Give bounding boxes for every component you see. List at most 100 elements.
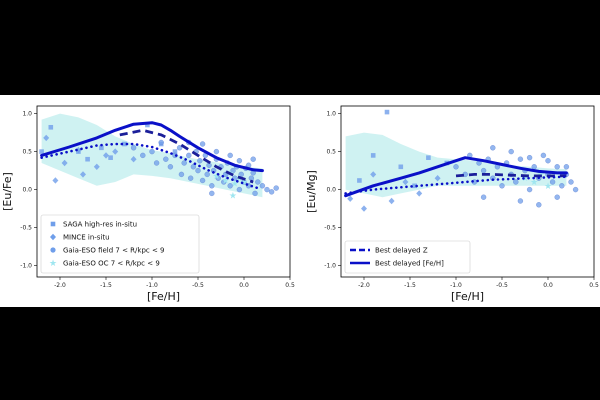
point-circle bbox=[199, 141, 206, 147]
point-square bbox=[172, 149, 178, 154]
legend-marker-star: ★ bbox=[49, 259, 57, 269]
y-axis-label: [Eu/Fe] bbox=[1, 172, 14, 211]
point-circle bbox=[540, 152, 547, 159]
x-tick-label: -2.0 bbox=[358, 282, 370, 289]
point-circle bbox=[499, 183, 505, 189]
point-circle bbox=[531, 164, 537, 170]
point-circle bbox=[572, 186, 579, 193]
axes-frame bbox=[340, 105, 595, 278]
point-circle bbox=[130, 145, 137, 151]
legend-box bbox=[40, 214, 200, 274]
x-axis-label: [Fe/H] bbox=[451, 290, 484, 303]
point-circle bbox=[453, 164, 459, 170]
panel-1: ★ ★★★★★★-2.0 -1.5 -1.0 -0.5 0.0 0.51.00.50.0-0… bbox=[1, 105, 295, 303]
point-circle bbox=[549, 179, 556, 185]
panel-2: ★ ★★★-2.0 -1.5 -1.0 -0.5 0.0 0.51.00.50.0-0.5-… bbox=[305, 105, 599, 303]
point-diamond bbox=[43, 134, 50, 142]
model-line-solid bbox=[344, 156, 568, 198]
x-tick-label: -1.0 bbox=[146, 282, 158, 289]
point-circle bbox=[563, 164, 570, 170]
point-square bbox=[398, 164, 404, 170]
point-circle bbox=[250, 156, 256, 162]
point-circle bbox=[568, 179, 574, 185]
point-diamond bbox=[93, 163, 100, 170]
point-circle bbox=[204, 171, 210, 178]
model-line-dotted bbox=[344, 175, 568, 195]
point-circle bbox=[480, 167, 487, 174]
point-star: ★ bbox=[530, 178, 538, 188]
point-circle bbox=[209, 183, 215, 189]
point-circle bbox=[273, 185, 279, 191]
legend: SAGA high-res in-situ MINCE in-situ Gaia-E… bbox=[40, 214, 200, 274]
point-diamond bbox=[388, 197, 395, 205]
y-tick-label: 0.5 bbox=[326, 149, 336, 156]
point-diamond bbox=[434, 175, 441, 182]
point-circle bbox=[554, 194, 560, 200]
point-square bbox=[384, 109, 390, 115]
point-circle bbox=[187, 175, 194, 181]
point-circle bbox=[176, 145, 183, 151]
point-square bbox=[99, 145, 104, 151]
point-square bbox=[357, 178, 362, 183]
point-circle bbox=[158, 139, 164, 146]
point-circle bbox=[517, 198, 524, 204]
point-square bbox=[48, 124, 54, 130]
legend: Best delayed Z Best delayed [Fe/H] bbox=[344, 240, 471, 274]
point-circle bbox=[255, 179, 261, 185]
point-circle bbox=[268, 189, 275, 195]
point-circle bbox=[545, 158, 551, 164]
point-star: ★ bbox=[521, 174, 529, 184]
x-tick-label: -0.5 bbox=[192, 282, 204, 289]
point-circle bbox=[517, 156, 524, 162]
point-diamond bbox=[416, 190, 423, 197]
point-circle bbox=[195, 167, 201, 174]
point-square bbox=[412, 183, 417, 189]
y-tick-label: -1.0 bbox=[324, 263, 336, 270]
point-circle bbox=[259, 183, 266, 189]
point-circle bbox=[167, 164, 174, 170]
y-tick-label: 0.0 bbox=[326, 187, 336, 194]
point-circle bbox=[209, 190, 215, 197]
point-circle bbox=[230, 167, 236, 174]
point-star: ★ bbox=[222, 176, 230, 186]
y-tick-label: 1.0 bbox=[22, 111, 32, 118]
model-line-solid bbox=[40, 121, 264, 173]
point-diamond bbox=[361, 205, 367, 212]
point-square bbox=[108, 155, 113, 160]
y-tick-label: 0.0 bbox=[22, 187, 32, 194]
point-circle bbox=[526, 186, 533, 193]
legend-marker-circle bbox=[50, 247, 56, 253]
point-circle bbox=[163, 156, 169, 162]
figure-svg: ★ ★★★★★★-2.0 -1.5 -1.0 -0.5 0.0 0.51.00.50.0-0… bbox=[1, 105, 599, 303]
legend-label: Best delayed Z bbox=[375, 247, 428, 255]
point-star: ★ bbox=[235, 174, 243, 184]
y-tick-label: 1.0 bbox=[326, 111, 336, 118]
point-circle bbox=[526, 155, 533, 161]
point-circle bbox=[221, 179, 227, 185]
point-star: ★ bbox=[544, 182, 552, 192]
point-circle bbox=[252, 190, 258, 197]
legend-label: Best delayed [Fe/H] bbox=[375, 260, 444, 268]
point-circle bbox=[227, 183, 233, 189]
legend-label: Gaia-ESO OC 7 < R/kpc < 9 bbox=[63, 260, 160, 268]
point-star: ★ bbox=[212, 172, 220, 182]
x-tick-label: -1.0 bbox=[450, 282, 462, 289]
point-square bbox=[85, 156, 90, 162]
point-circle bbox=[513, 179, 519, 185]
point-circle bbox=[480, 194, 487, 200]
x-tick-label: 0.0 bbox=[543, 282, 553, 289]
legend-box bbox=[344, 240, 471, 274]
x-tick-label: -1.5 bbox=[404, 282, 416, 289]
point-circle bbox=[140, 152, 146, 159]
point-diamond bbox=[130, 156, 137, 163]
point-circle bbox=[559, 183, 565, 189]
point-square bbox=[426, 155, 431, 160]
point-diamond bbox=[112, 148, 119, 155]
point-diamond bbox=[347, 195, 354, 202]
y-tick-label: -0.5 bbox=[20, 225, 32, 232]
axes-frame bbox=[36, 105, 291, 278]
point-square bbox=[122, 141, 127, 147]
y-tick-label: -0.5 bbox=[324, 225, 336, 232]
legend-marker-diamond bbox=[50, 233, 56, 241]
point-diamond bbox=[52, 177, 59, 184]
